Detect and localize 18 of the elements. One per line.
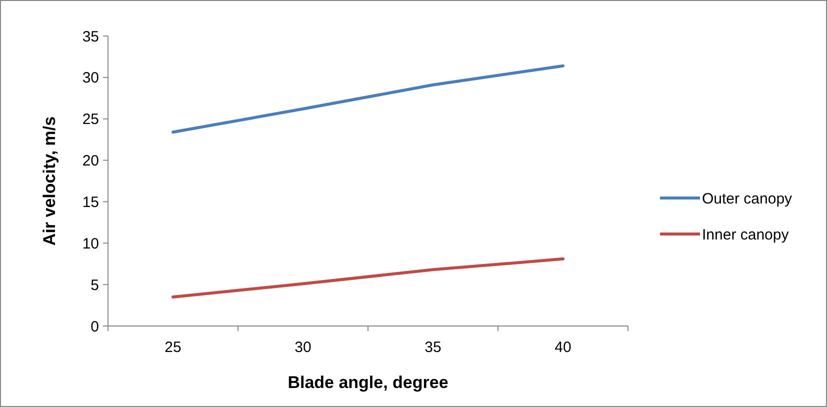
y-tick-label: 35 (82, 28, 99, 46)
y-tick-label: 15 (82, 194, 99, 211)
x-tick-label: 35 (424, 339, 442, 356)
x-tick-label: 30 (294, 339, 312, 356)
legend-label: Inner canopy (702, 226, 790, 244)
line-series (172, 64, 564, 134)
legend-label: Outer canopy (702, 190, 793, 208)
y-tick-label: 10 (82, 235, 99, 252)
y-tick-label: 5 (90, 276, 99, 294)
x-tick-label: 40 (554, 339, 572, 356)
y-tick-label: 25 (82, 111, 99, 128)
y-axis-title: Air velocity, m/s (40, 116, 59, 246)
y-tick-label: 0 (90, 318, 99, 336)
x-axis-title: Blade angle, degree (288, 373, 448, 392)
x-tick-label: 25 (164, 339, 182, 356)
line-series (172, 257, 564, 298)
y-tick-label: 20 (82, 152, 99, 170)
y-tick-label: 30 (82, 70, 99, 87)
